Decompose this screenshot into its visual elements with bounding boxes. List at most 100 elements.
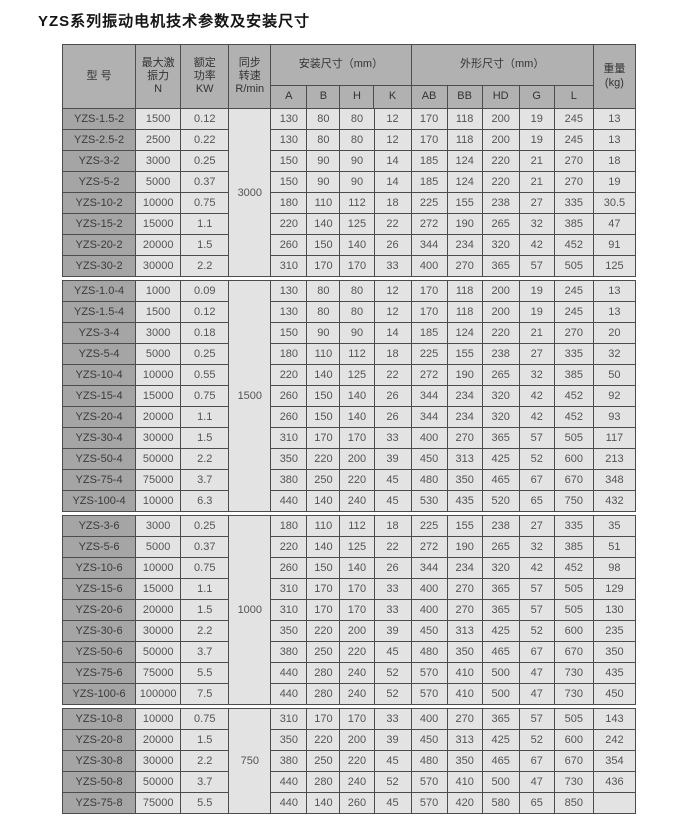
value-cell: 260 (270, 557, 308, 579)
value-cell: 320 (481, 557, 520, 579)
model-cell: YZS-50-6 (61, 641, 137, 663)
value-cell: 90 (306, 150, 341, 172)
value-cell: 52 (518, 729, 555, 751)
value-cell: 170 (306, 599, 341, 621)
value-cell: 452 (553, 385, 594, 407)
value-cell: 80 (339, 108, 375, 130)
value-cell: 350 (270, 729, 308, 751)
value-cell: 260 (339, 792, 375, 814)
value-cell: 1.5 (180, 427, 230, 449)
value-cell: 140 (339, 557, 375, 579)
model-cell: YZS-5-2 (61, 171, 137, 193)
value-cell: 220 (339, 750, 375, 772)
value-cell: 580 (481, 792, 520, 814)
value-cell: 0.37 (180, 171, 230, 193)
value-cell: 500 (481, 683, 520, 705)
value-cell: 90 (339, 322, 375, 344)
value-cell: 21 (518, 322, 555, 344)
value-cell: 117 (592, 427, 637, 449)
table-row: YZS-3-6 3000 0.25 1000 180 110 112 18 225 155 238 2… (61, 515, 637, 705)
speed-cell: 750 (228, 708, 272, 814)
value-cell: 170 (306, 427, 341, 449)
value-cell: 32 (518, 364, 555, 386)
value-cell: 2.2 (180, 620, 230, 642)
value-cell: 33 (373, 255, 412, 277)
model-cell: YZS-30-6 (61, 620, 137, 642)
value-cell: 14 (373, 322, 412, 344)
value-cell: 170 (339, 578, 375, 600)
header-line: N (154, 83, 163, 96)
value-cell: 170 (410, 301, 448, 323)
value-cell: 170 (339, 708, 375, 730)
value-cell: 50 (592, 364, 637, 386)
value-cell: 350 (446, 469, 483, 491)
value-cell: 320 (481, 385, 520, 407)
header-outline-dims: 外形尺寸（mm） (410, 44, 594, 86)
table-row: YZS-1.5-4 1500 0.12 130 80 80 12 170 118 200 19 245… (61, 301, 637, 323)
header-col-k: K (373, 85, 412, 109)
value-cell: 452 (553, 406, 594, 428)
model-cell: YZS-30-8 (61, 750, 137, 772)
table-row: YZS-50-6 50000 3.7 380 250 220 45 480 350 465 67 67… (61, 641, 637, 663)
value-cell: 180 (270, 192, 308, 214)
model-cell: YZS-10-8 (61, 708, 137, 730)
value-cell: 35 (592, 515, 637, 537)
model-cell: YZS-30-2 (61, 255, 137, 277)
value-cell: 52 (373, 683, 412, 705)
value-cell: 42 (518, 385, 555, 407)
value-cell: 52 (373, 771, 412, 793)
value-cell: 2500 (135, 129, 182, 151)
table-groups: YZS-1.5-2 1500 0.12 3000 130 80 80 12 170 118 200 1… (61, 108, 638, 814)
value-cell: 112 (339, 192, 375, 214)
value-cell: 140 (339, 385, 375, 407)
value-cell: 125 (592, 255, 637, 277)
header-col-g: G (518, 85, 555, 109)
model-cell: YZS-20-4 (61, 406, 137, 428)
value-cell: 400 (410, 708, 448, 730)
model-cell: YZS-10-4 (61, 364, 137, 386)
header-line: 同步 (238, 56, 261, 69)
table-row: YZS-100-4 10000 6.3 440 140 240 45 530 435 520 65 7… (61, 490, 637, 512)
value-cell: 270 (446, 255, 483, 277)
value-cell: 1500 (135, 108, 182, 130)
value-cell: 0.37 (180, 536, 230, 558)
value-cell: 670 (553, 750, 594, 772)
value-cell: 440 (270, 683, 308, 705)
value-cell (592, 792, 637, 814)
value-cell: 505 (553, 599, 594, 621)
value-cell: 52 (518, 620, 555, 642)
value-cell: 350 (446, 641, 483, 663)
model-cell: YZS-3-2 (61, 150, 137, 172)
value-cell: 450 (410, 448, 448, 470)
value-cell: 45 (373, 469, 412, 491)
table-row: YZS-30-8 30000 2.2 380 250 220 45 480 350 465 67 67… (61, 750, 637, 772)
value-cell: 350 (270, 620, 308, 642)
value-cell: 0.75 (180, 192, 230, 214)
value-cell: 20 (592, 322, 637, 344)
value-cell: 220 (481, 150, 520, 172)
value-cell: 7.5 (180, 683, 230, 705)
header-line: 振力 (147, 69, 170, 82)
model-cell: YZS-2.5-2 (61, 129, 137, 151)
value-cell: 130 (270, 280, 308, 302)
value-cell: 170 (410, 129, 448, 151)
table-row: YZS-5-2 5000 0.37 150 90 90 14 185 124 220 21 270 19 (61, 171, 637, 193)
value-cell: 220 (339, 469, 375, 491)
spec-table-group: YZS-1.5-2 1500 0.12 3000 130 80 80 12 170 118 200 1… (61, 108, 637, 277)
value-cell: 12 (373, 129, 412, 151)
value-cell: 47 (518, 771, 555, 793)
value-cell: 600 (553, 620, 594, 642)
value-cell: 80 (306, 108, 341, 130)
model-cell: YZS-15-6 (61, 578, 137, 600)
value-cell: 240 (339, 683, 375, 705)
value-cell: 5000 (135, 536, 182, 558)
value-cell: 235 (592, 620, 637, 642)
model-cell: YZS-75-8 (61, 792, 137, 814)
value-cell: 250 (306, 641, 341, 663)
value-cell: 0.22 (180, 129, 230, 151)
value-cell: 265 (481, 213, 520, 235)
value-cell: 185 (410, 150, 448, 172)
value-cell: 436 (592, 771, 637, 793)
value-cell: 10000 (135, 192, 182, 214)
value-cell: 200 (481, 301, 520, 323)
